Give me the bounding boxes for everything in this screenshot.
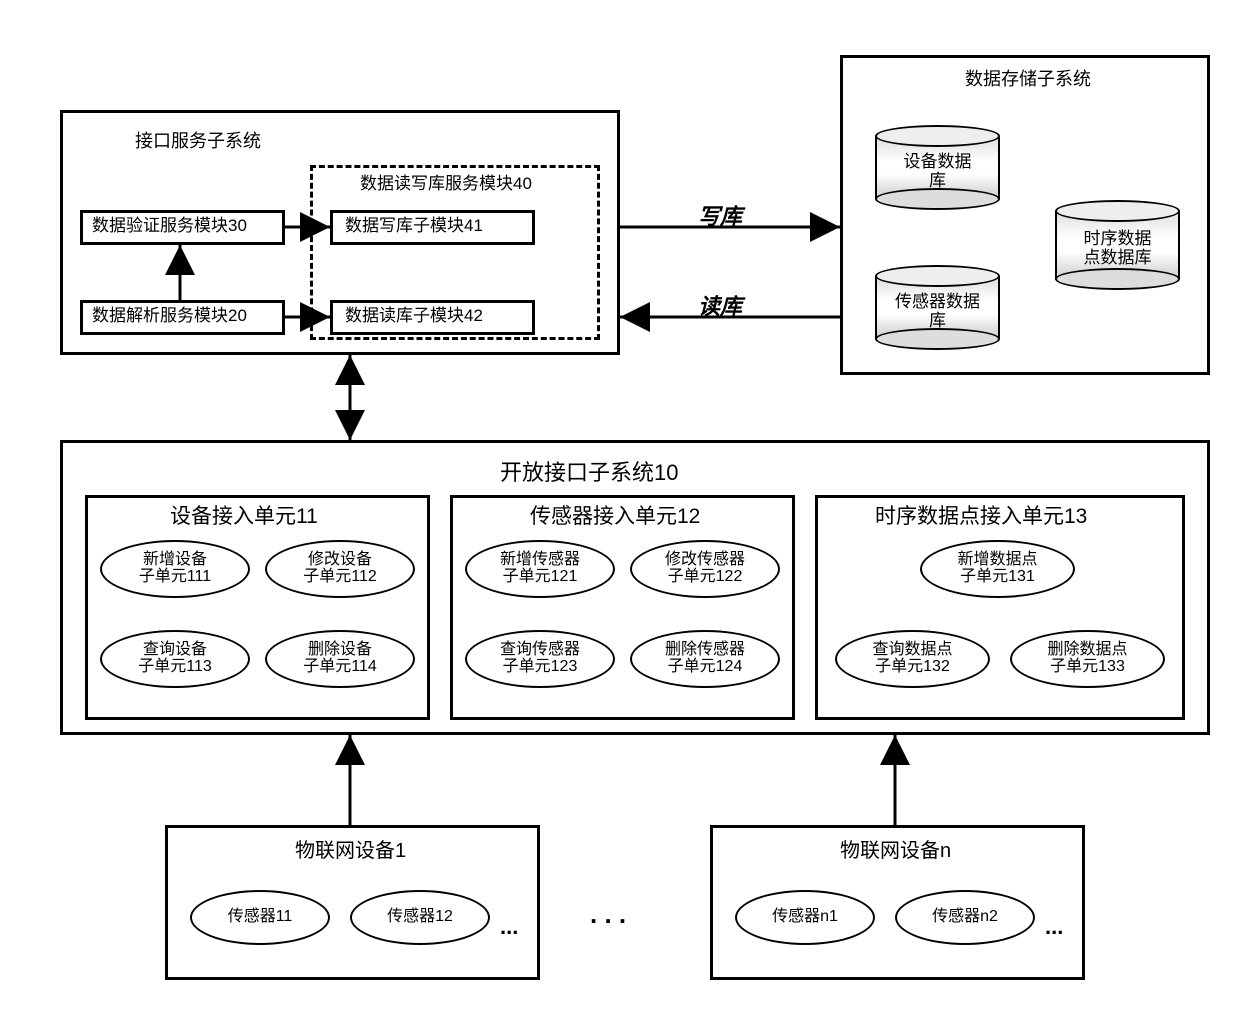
sub-123-label: 查询传感器 子单元123 — [500, 642, 580, 676]
sub-123: 查询传感器 子单元123 — [465, 630, 615, 688]
device-access-title: 设备接入单元11 — [170, 505, 318, 528]
db-device-label: 设备数据 库 — [875, 153, 1000, 190]
sensor-11-label: 传感器11 — [228, 909, 293, 926]
sub-124: 删除传感器 子单元124 — [630, 630, 780, 688]
sensor-12-label: 传感器12 — [387, 909, 453, 926]
sub-114-label: 删除设备 子单元114 — [303, 642, 377, 676]
sub-121-label: 新增传感器 子单元121 — [500, 552, 580, 586]
sensor-n2-label: 传感器n2 — [932, 909, 998, 926]
sub-112: 修改设备 子单元112 — [265, 540, 415, 598]
iotn-title: 物联网设备n — [840, 840, 951, 862]
sensor-n1: 传感器n1 — [735, 890, 875, 945]
sub-124-label: 删除传感器 子单元124 — [665, 642, 745, 676]
ts-access-title: 时序数据点接入单元13 — [875, 505, 1087, 528]
sub-131-label: 新增数据点 子单元131 — [957, 552, 1037, 586]
db-sensor-label: 传感器数据 库 — [875, 293, 1000, 330]
sub-122: 修改传感器 子单元122 — [630, 540, 780, 598]
iot1-more: ... — [500, 915, 518, 939]
write-label-box: 数据写库子模块41 — [345, 217, 483, 236]
rw-module-title: 数据读写库服务模块40 — [360, 175, 532, 194]
interface-service-title: 接口服务子系统 — [135, 132, 261, 152]
edge-write-label: 写库 — [698, 205, 742, 229]
iotn-more: ... — [1045, 915, 1063, 939]
sub-132-label: 查询数据点 子单元132 — [872, 642, 952, 676]
sub-114: 删除设备 子单元114 — [265, 630, 415, 688]
sensor-access-unit — [450, 495, 795, 720]
sub-111-label: 新增设备 子单元111 — [139, 552, 211, 586]
db-ts-label: 时序数据 点数据库 — [1055, 230, 1180, 267]
device-access-unit — [85, 495, 430, 720]
sub-133: 删除数据点 子单元133 — [1010, 630, 1165, 688]
diagram-canvas: 接口服务子系统 数据读写库服务模块40 数据验证服务模块30 数据解析服务模块2… — [20, 20, 1220, 1009]
sub-131: 新增数据点 子单元131 — [920, 540, 1075, 598]
sub-133-label: 删除数据点 子单元133 — [1047, 642, 1127, 676]
sensor-12: 传感器12 — [350, 890, 490, 945]
sub-121: 新增传感器 子单元121 — [465, 540, 615, 598]
validate-label: 数据验证服务模块30 — [92, 217, 247, 236]
sub-112-label: 修改设备 子单元112 — [303, 552, 377, 586]
db-sensor: 传感器数据 库 — [875, 265, 1000, 350]
storage-title: 数据存储子系统 — [965, 70, 1091, 90]
sensor-access-title: 传感器接入单元12 — [530, 505, 700, 528]
sensor-n2: 传感器n2 — [895, 890, 1035, 945]
db-device: 设备数据 库 — [875, 125, 1000, 210]
sensor-11: 传感器11 — [190, 890, 330, 945]
parse-label: 数据解析服务模块20 — [92, 307, 247, 326]
between-devices-dots: . . . — [590, 900, 626, 929]
edge-read-label: 读库 — [698, 295, 742, 319]
read-label-box: 数据读库子模块42 — [345, 307, 483, 326]
sub-132: 查询数据点 子单元132 — [835, 630, 990, 688]
sub-113: 查询设备 子单元113 — [100, 630, 250, 688]
open-interface-title: 开放接口子系统10 — [500, 455, 678, 487]
sub-111: 新增设备 子单元111 — [100, 540, 250, 598]
sub-122-label: 修改传感器 子单元122 — [665, 552, 745, 586]
ts-access-unit — [815, 495, 1185, 720]
db-ts: 时序数据 点数据库 — [1055, 200, 1180, 290]
sub-113-label: 查询设备 子单元113 — [138, 642, 212, 676]
iot1-title: 物联网设备1 — [295, 840, 406, 862]
sensor-n1-label: 传感器n1 — [772, 909, 838, 926]
